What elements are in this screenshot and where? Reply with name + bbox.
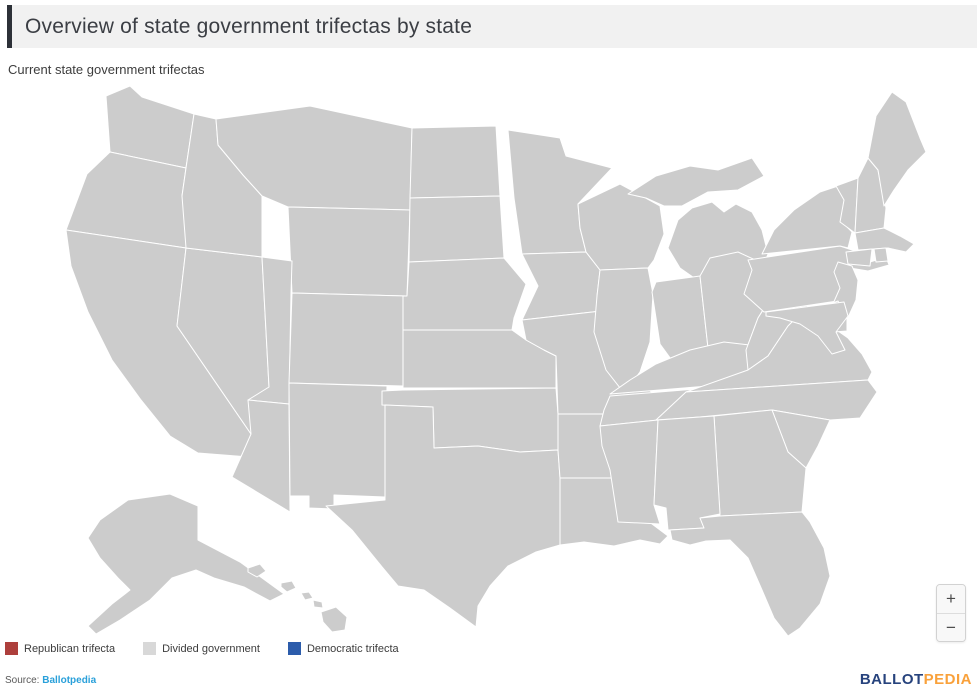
legend-label-democratic: Democratic trifecta bbox=[306, 642, 399, 655]
legend-label-divided: Divided government bbox=[162, 642, 260, 655]
page-title: Overview of state government trifectas b… bbox=[25, 14, 473, 38]
logo-ballot-text: BALLOT bbox=[859, 671, 924, 688]
source-label: Source: bbox=[5, 675, 40, 686]
map-legend: Republican trifecta Divided government D… bbox=[5, 642, 399, 655]
legend-item-divided: Divided government bbox=[143, 642, 260, 655]
state-south-dakota[interactable] bbox=[408, 195, 505, 263]
state-maryland[interactable] bbox=[765, 301, 849, 355]
state-alabama[interactable] bbox=[653, 415, 721, 531]
state-new-mexico[interactable] bbox=[288, 382, 388, 510]
state-nebraska[interactable] bbox=[402, 257, 527, 331]
zoom-in-button[interactable]: + bbox=[937, 585, 965, 613]
ballotpedia-logo: BALLOTPEDIA bbox=[860, 671, 972, 688]
zoom-out-button[interactable]: − bbox=[937, 613, 965, 641]
state-hawaii[interactable] bbox=[247, 563, 348, 633]
state-michigan[interactable] bbox=[627, 157, 769, 283]
state-vermont[interactable] bbox=[835, 177, 859, 234]
state-maine[interactable] bbox=[867, 91, 927, 207]
state-colorado[interactable] bbox=[288, 292, 408, 387]
state-connecticut[interactable] bbox=[845, 248, 873, 267]
source-link[interactable]: Ballotpedia bbox=[42, 675, 97, 686]
map-zoom-controls: + − bbox=[936, 584, 966, 642]
legend-item-democratic: Democratic trifecta bbox=[287, 642, 399, 655]
legend-item-republican: Republican trifecta bbox=[5, 642, 115, 655]
state-arizona[interactable] bbox=[231, 399, 291, 513]
divided-swatch bbox=[143, 642, 157, 655]
legend-label-republican: Republican trifecta bbox=[24, 642, 116, 655]
state-north-dakota[interactable] bbox=[409, 125, 501, 199]
state-alaska[interactable] bbox=[87, 493, 285, 635]
title-band: Overview of state government trifectas b… bbox=[7, 5, 977, 48]
map-subtitle: Current state government trifectas bbox=[8, 62, 205, 77]
republican-swatch bbox=[5, 642, 18, 655]
logo-pedia-text: PEDIA bbox=[923, 671, 972, 688]
title-accent-bar bbox=[7, 5, 12, 48]
state-rhode-island[interactable] bbox=[873, 247, 889, 263]
state-wyoming[interactable] bbox=[287, 206, 411, 297]
source-line: Source: Ballotpedia bbox=[5, 675, 96, 686]
democratic-swatch bbox=[287, 642, 301, 655]
state-shapes bbox=[65, 85, 927, 637]
state-texas[interactable] bbox=[325, 404, 561, 628]
state-florida[interactable] bbox=[669, 511, 831, 637]
